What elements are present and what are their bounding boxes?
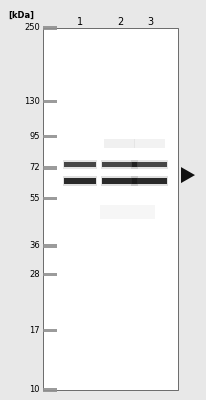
Bar [43,26,57,30]
Bar [43,28,177,390]
Bar [43,166,57,170]
Bar [43,100,57,103]
Bar [43,135,57,138]
Bar [64,162,96,168]
Bar [132,162,167,168]
Text: 36: 36 [29,242,40,250]
Bar [43,197,57,200]
Text: 3: 3 [146,17,152,27]
Bar [104,139,135,148]
Text: 1: 1 [77,17,83,27]
Bar [43,388,57,392]
Bar [131,176,168,186]
Text: 95: 95 [29,132,40,141]
Text: 17: 17 [29,326,40,335]
Text: 130: 130 [24,97,40,106]
Text: 72: 72 [29,164,40,172]
Bar [63,160,97,170]
Bar [99,205,154,219]
Text: 28: 28 [29,270,40,279]
Bar [64,178,96,184]
Text: 2: 2 [116,17,123,27]
Bar [43,273,57,276]
Text: 55: 55 [29,194,40,203]
Bar [101,160,138,170]
Bar [102,162,137,168]
Text: [kDa]: [kDa] [8,11,34,20]
Polygon shape [180,167,194,183]
Bar [63,176,97,186]
Bar [134,139,165,148]
Text: 250: 250 [24,24,40,32]
Bar [132,178,167,184]
Bar [43,329,57,332]
Text: 10: 10 [29,386,40,394]
Bar [131,160,168,170]
Bar [43,244,57,248]
Bar [102,178,137,184]
Bar [101,176,138,186]
